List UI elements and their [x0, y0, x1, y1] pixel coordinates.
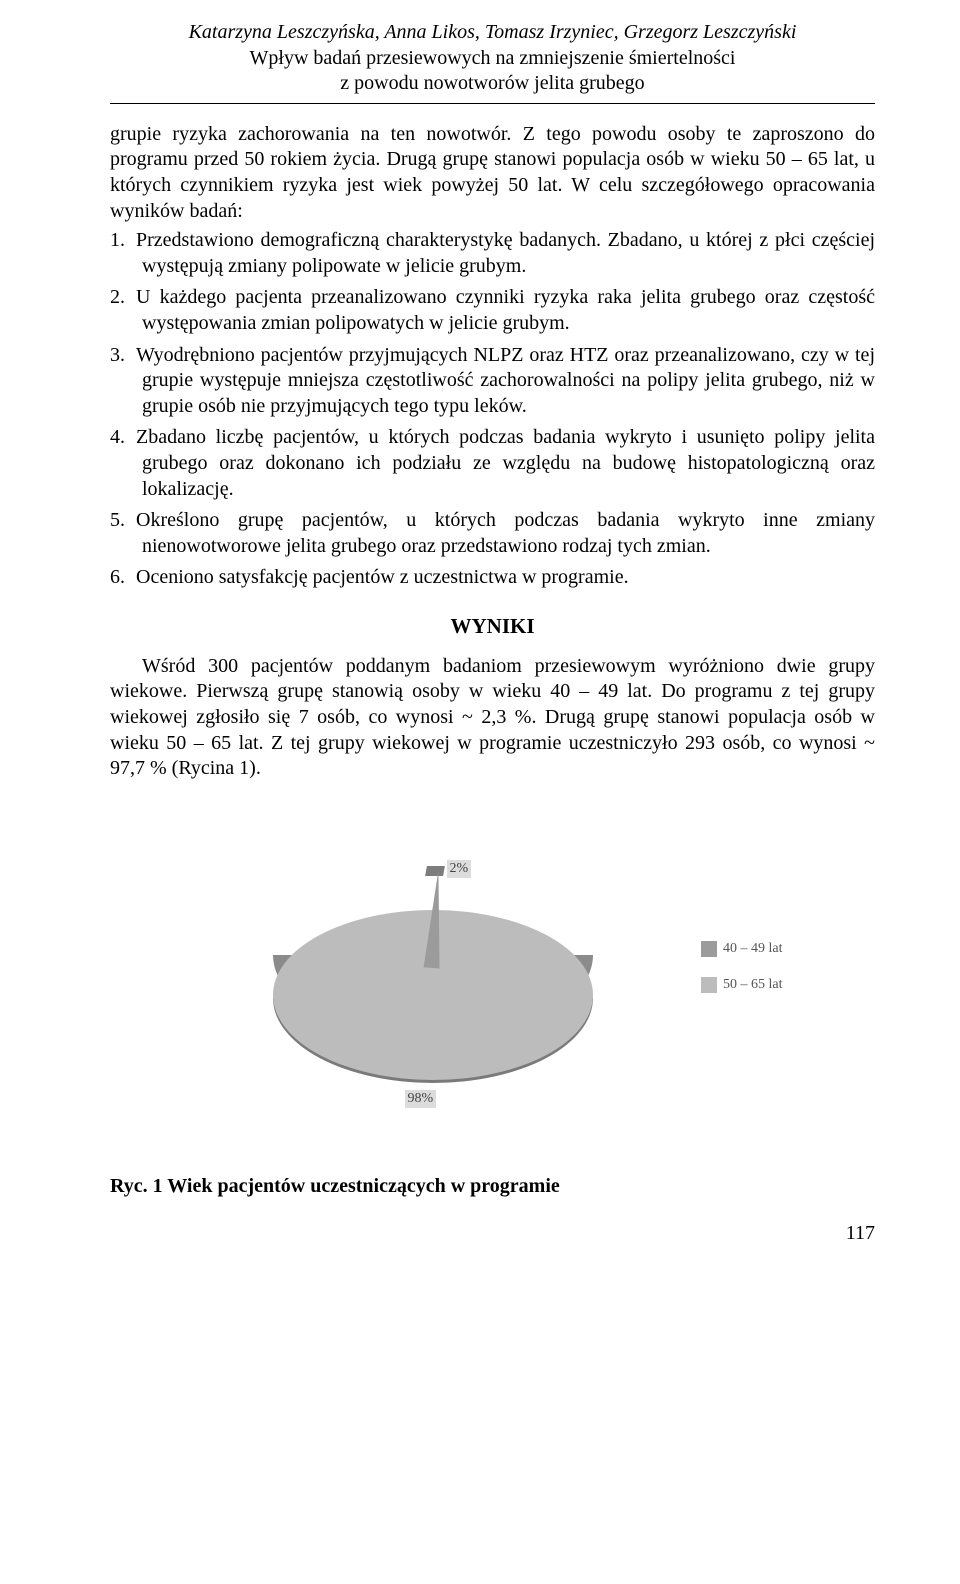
legend-label: 40 – 49 lat [723, 940, 783, 958]
list-item: 5.Określono grupę pacjentów, u których p… [110, 508, 875, 559]
list-item: 4.Zbadano liczbę pacjentów, u których po… [110, 425, 875, 502]
list-item-text: Zbadano liczbę pacjentów, u których podc… [136, 426, 875, 499]
legend-item: 40 – 49 lat [701, 940, 783, 958]
list-item: 3.Wyodrębniono pacjentów przyjmujących N… [110, 343, 875, 420]
legend-item: 50 – 65 lat [701, 976, 783, 994]
list-item-text: Określono grupę pacjentów, u których pod… [136, 509, 875, 557]
authors-line: Katarzyna Leszczyńska, Anna Likos, Tomas… [110, 20, 875, 46]
intro-paragraph: grupie ryzyka zachorowania na ten nowotw… [110, 122, 875, 224]
legend-swatch [701, 977, 717, 993]
pie-chart: 2% 98% 40 – 49 lat 50 – 65 lat [213, 810, 773, 1140]
list-item: 6.Oceniono satysfakcję pacjentów z uczes… [110, 565, 875, 591]
figure-caption: Ryc. 1 Wiek pacjentów uczestniczących w … [110, 1174, 875, 1200]
results-paragraph: Wśród 300 pacjentów poddanym badaniom pr… [110, 654, 875, 782]
title-line-1: Wpływ badań przesiewowych na zmniejszeni… [110, 46, 875, 72]
list-item-text: Oceniono satysfakcję pacjentów z uczestn… [136, 566, 629, 588]
legend-swatch [701, 941, 717, 957]
slice-label-2pct: 2% [447, 860, 472, 878]
header-rule [110, 103, 875, 104]
results-heading: WYNIKI [110, 613, 875, 640]
list-item: 2.U każdego pacjenta przeanalizowano czy… [110, 285, 875, 336]
numbered-list: 1.Przedstawiono demograficzną charaktery… [110, 228, 875, 591]
list-item: 1.Przedstawiono demograficzną charaktery… [110, 228, 875, 279]
slice-label-98pct: 98% [405, 1090, 437, 1108]
list-item-text: Przedstawiono demograficzną charakteryst… [136, 229, 875, 277]
page-number: 117 [110, 1221, 875, 1247]
list-item-text: Wyodrębniono pacjentów przyjmujących NLP… [136, 344, 875, 417]
title-line-2: z powodu nowotworów jelita grubego [110, 71, 875, 97]
list-item-text: U każdego pacjenta przeanalizowano czynn… [136, 286, 875, 334]
legend-label: 50 – 65 lat [723, 976, 783, 994]
chart-legend: 40 – 49 lat 50 – 65 lat [701, 940, 783, 1012]
